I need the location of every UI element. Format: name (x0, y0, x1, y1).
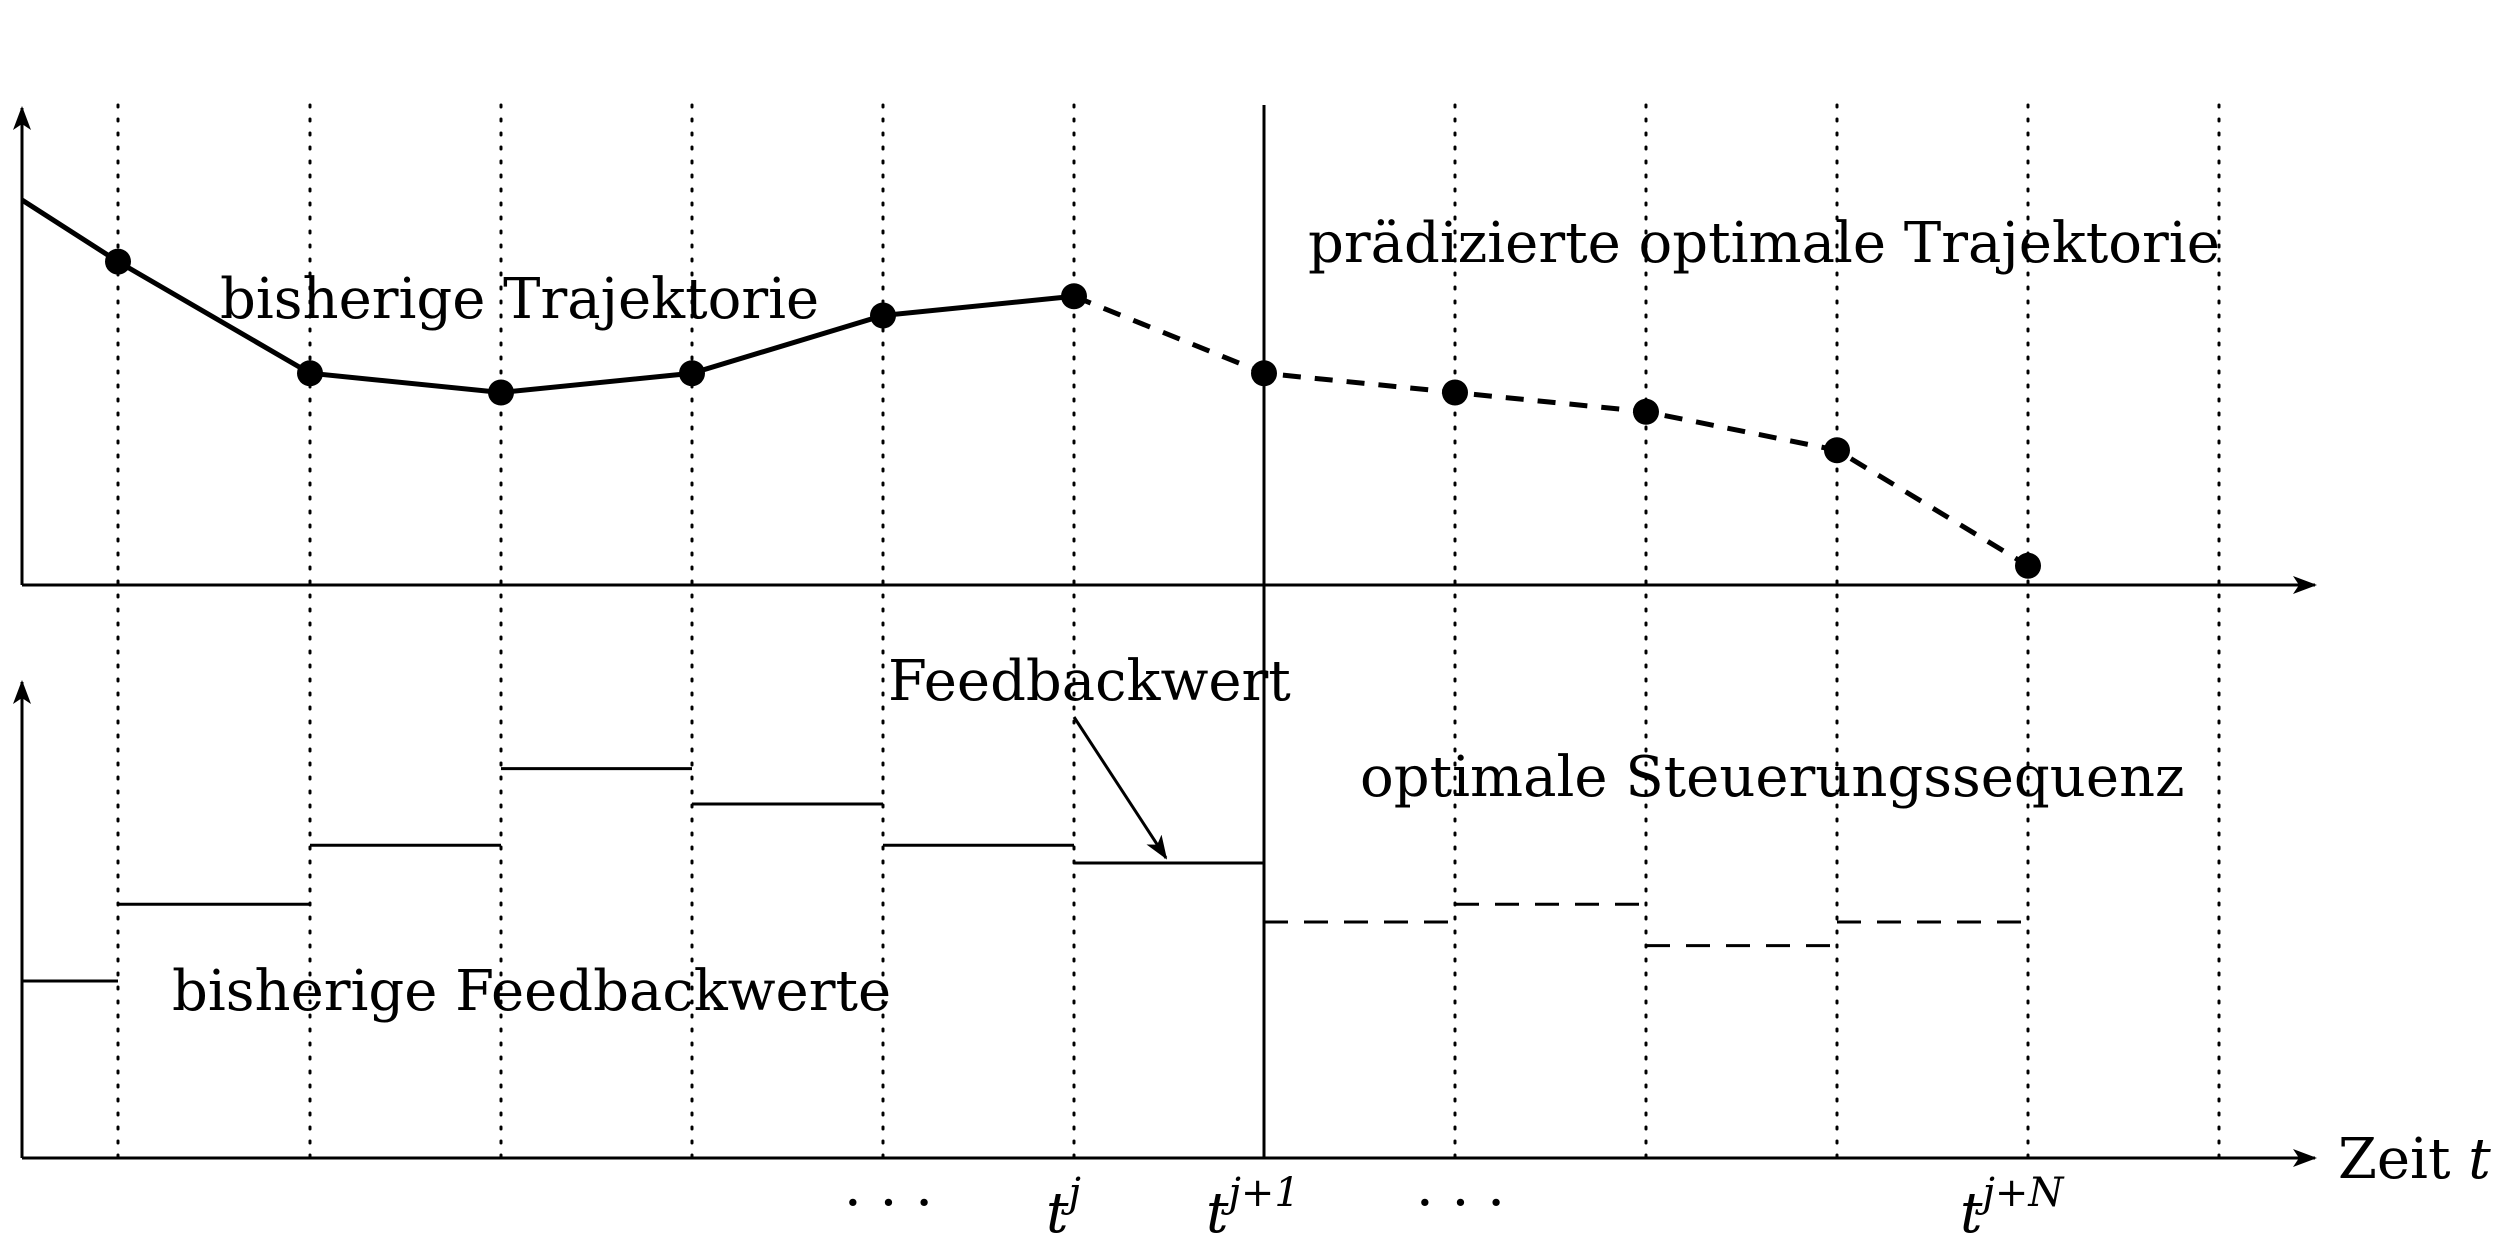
predicted-trajectory-label: prädizierte optimale Trajektorie (1308, 211, 2220, 276)
tick-dots-left: · · · (844, 1171, 933, 1236)
trajectory-group (20, 197, 2041, 579)
optimal-control-label: optimale Steuerungssequenz (1360, 745, 2185, 810)
tick-tj-plus-1: tj+1 (1206, 1170, 1300, 1246)
tick-tj: tj (1046, 1170, 1081, 1246)
time-axis-label: Zeit t (2338, 1127, 2491, 1192)
feedback-value-label: Feedbackwert (888, 649, 1291, 714)
trajectory-point (105, 248, 131, 275)
feedback-arrow (1072, 716, 1168, 860)
predicted-point (1251, 360, 1277, 387)
history-trajectory-label: bisherige Trajektorie (220, 267, 819, 332)
predicted-point (1633, 398, 1659, 425)
tick-tj-plus-N: tj+N (1960, 1170, 2065, 1246)
history-feedback-label: bisherige Feedbackwerte (172, 959, 891, 1024)
tick-dots-right: · · · (1416, 1171, 1505, 1236)
trajectory-point (488, 379, 514, 406)
trajectory-point (870, 302, 896, 329)
control-group (22, 767, 2028, 983)
predicted-point (1442, 379, 1468, 406)
trajectory-point (297, 360, 323, 387)
trajectory-point (679, 360, 705, 387)
predicted-point (1824, 437, 1850, 464)
predicted-point (2015, 552, 2041, 579)
predicted-trajectory-line (1073, 293, 2030, 568)
trajectory-point (1061, 283, 1087, 310)
